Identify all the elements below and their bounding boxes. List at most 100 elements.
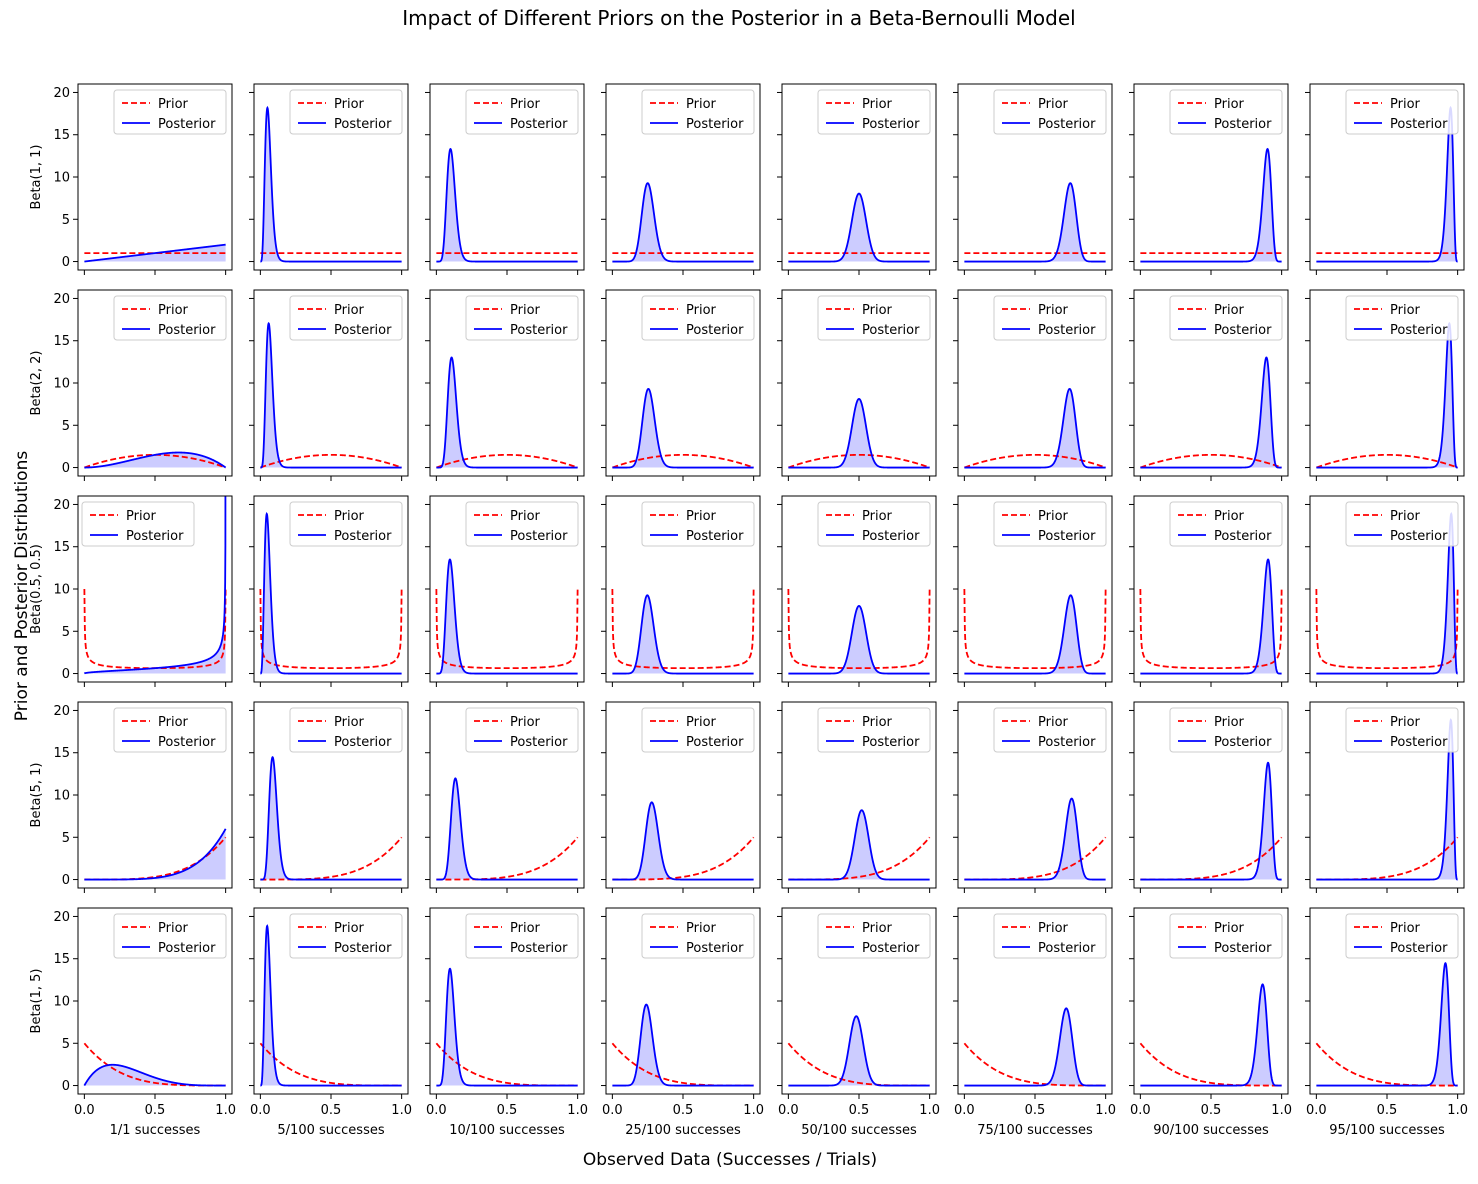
panel-plot-area: [436, 777, 579, 881]
legend-posterior-label: Posterior: [510, 529, 568, 544]
legend-posterior-label: Posterior: [1038, 323, 1096, 338]
posterior-fill: [260, 323, 402, 468]
legend-posterior-label: Posterior: [334, 117, 392, 132]
posterior-line: [436, 967, 578, 1087]
row-label: Beta(5, 1): [29, 763, 44, 828]
panel-1-8: Prior Posterior: [1305, 83, 1465, 275]
x-tick-label: 0.0: [1306, 1103, 1327, 1118]
legend-posterior-label: Posterior: [862, 735, 920, 750]
panel-plot-area: [436, 356, 578, 469]
panel-plot-area: [435, 967, 578, 1087]
posterior-line: [84, 828, 227, 881]
panel-2-4: Prior Posterior: [601, 289, 761, 481]
panel-plot-area: [259, 511, 403, 675]
posterior-line: [1140, 983, 1282, 1087]
panel-3-8: Prior Posterior: [1305, 495, 1465, 687]
x-tick-label: 0.0: [1130, 1103, 1151, 1118]
posterior-fill: [84, 496, 226, 674]
posterior-line: [436, 558, 578, 675]
x-tick-label: 1.0: [1095, 1103, 1116, 1118]
posterior-line: [964, 594, 1106, 675]
prior-line: [436, 836, 579, 881]
panel-plot-area: [964, 182, 1106, 263]
y-tick-label: 10: [53, 995, 70, 1010]
panel-4-1: 0 5 10 15 20 Prior Posterior Beta(5, 1): [29, 701, 233, 893]
legend-posterior-label: Posterior: [1038, 735, 1096, 750]
x-tick-label: 1.0: [1271, 1103, 1292, 1118]
panel-4-4: Prior Posterior: [601, 701, 761, 893]
prior-line: [260, 453, 402, 469]
legend-posterior-label: Posterior: [862, 323, 920, 338]
panel-plot-area: [788, 192, 930, 263]
posterior-fill: [788, 1016, 930, 1086]
x-tick-label: 0.0: [426, 1103, 447, 1118]
panel-3-7: Prior Posterior: [1129, 495, 1289, 687]
posterior-fill: [788, 810, 930, 880]
y-tick-label: 5: [62, 625, 70, 640]
legend-prior-label: Prior: [510, 97, 541, 112]
posterior-line: [1140, 356, 1282, 469]
legend-posterior-label: Posterior: [1390, 735, 1448, 750]
posterior-line: [260, 755, 402, 881]
legend-prior-label: Prior: [158, 303, 189, 318]
x-tick-label: 1.0: [567, 1103, 588, 1118]
panel-1-5: Prior Posterior: [777, 83, 937, 275]
panel-1-7: Prior Posterior: [1129, 83, 1289, 275]
posterior-line: [260, 511, 402, 675]
legend-posterior-label: Posterior: [1214, 735, 1272, 750]
panel-plot-area: [1140, 147, 1282, 263]
prior-line: [1316, 836, 1459, 881]
posterior-fill: [1316, 719, 1458, 880]
x-tick-label: 1.0: [743, 1103, 764, 1118]
legend-prior-label: Prior: [862, 97, 893, 112]
legend-prior-label: Prior: [510, 715, 541, 730]
y-tick-label: 10: [53, 377, 70, 392]
y-tick-label: 5: [62, 213, 70, 228]
posterior-line: [436, 777, 578, 881]
legend-prior-label: Prior: [510, 921, 541, 936]
legend-prior-label: Prior: [1038, 509, 1069, 524]
y-tick-label: 20: [53, 292, 70, 307]
y-tick-label: 15: [53, 746, 70, 761]
posterior-line: [83, 1063, 226, 1087]
x-tick-label: 0.5: [1377, 1103, 1398, 1118]
posterior-line: [612, 1003, 754, 1087]
panel-plot-area: [83, 1042, 226, 1087]
y-tick-label: 15: [53, 540, 70, 555]
panel-plot-area: [1140, 356, 1282, 469]
y-tick-label: 0: [62, 461, 70, 476]
panel-plot-area: [788, 398, 930, 469]
legend-posterior-label: Posterior: [1214, 117, 1272, 132]
legend-posterior-label: Posterior: [1390, 529, 1448, 544]
posterior-fill: [1316, 107, 1458, 262]
legend-prior-label: Prior: [334, 509, 365, 524]
y-tick-label: 0: [62, 255, 70, 270]
legend-prior-label: Prior: [334, 715, 365, 730]
column-label: 50/100 successes: [801, 1123, 917, 1138]
column-label: 10/100 successes: [449, 1123, 565, 1138]
column-label: 95/100 successes: [1329, 1123, 1445, 1138]
y-tick-label: 0: [62, 667, 70, 682]
prior-line: [963, 588, 1107, 670]
panel-plot-area: [436, 147, 578, 263]
column-label: 75/100 successes: [977, 1123, 1093, 1138]
y-tick-label: 10: [53, 171, 70, 186]
panel-5-6: 0.0 0.5 1.0 Prior Posterior 75/100 successes: [953, 907, 1116, 1138]
y-tick-label: 5: [62, 1037, 70, 1052]
posterior-fill: [612, 388, 754, 468]
posterior-line: [612, 594, 754, 675]
panel-plot-area: [1139, 983, 1282, 1087]
panel-5-7: 0.0 0.5 1.0 Prior Posterior 90/100 successes: [1129, 907, 1292, 1138]
legend-posterior-label: Posterior: [1038, 941, 1096, 956]
x-tick-label: 0.0: [778, 1103, 799, 1118]
panel-2-2: Prior Posterior: [249, 289, 409, 481]
posterior-fill: [260, 107, 402, 262]
posterior-fill: [436, 778, 578, 880]
y-tick-label: 10: [53, 789, 70, 804]
legend-posterior-label: Posterior: [1038, 529, 1096, 544]
panel-plot-area: [260, 321, 402, 469]
prior-line: [1315, 588, 1459, 670]
legend-prior-label: Prior: [158, 97, 189, 112]
panel-plot-area: [787, 588, 931, 675]
panel-1-2: Prior Posterior: [249, 83, 409, 275]
